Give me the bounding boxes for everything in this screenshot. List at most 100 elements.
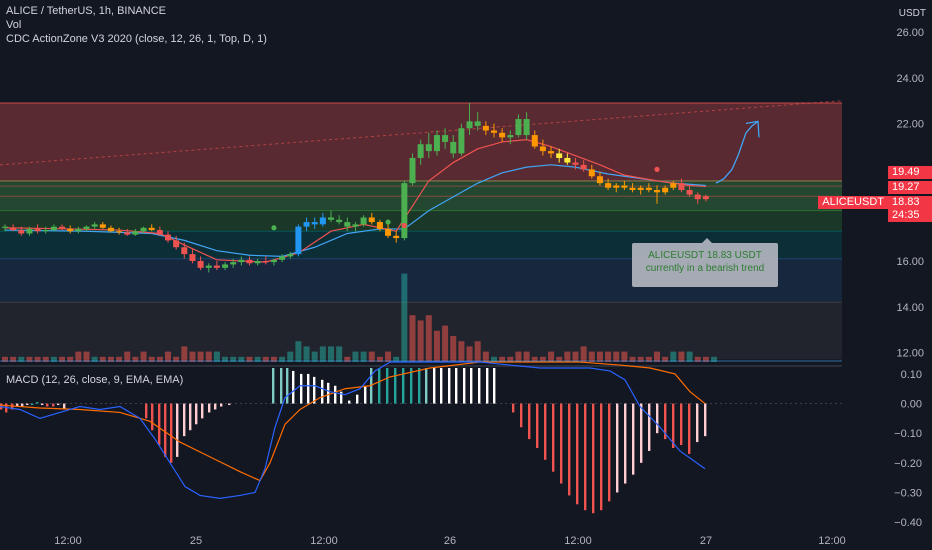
- zone-band-2: [0, 210, 842, 232]
- macd-tick-1: 0.00: [901, 399, 922, 411]
- volume-bar-41: [336, 346, 343, 362]
- volume-bar-83: [678, 351, 685, 362]
- candle-body-71: [580, 164, 587, 170]
- macd-histogram-bar-30: [292, 370, 295, 404]
- macd-histogram-bar-8: [41, 403, 44, 406]
- volume-bar-55: [450, 336, 457, 362]
- volume-bar-8: [67, 356, 74, 362]
- macd-histogram-bar-37: [340, 391, 343, 404]
- candle-body-69: [564, 157, 571, 163]
- volume-bar-58: [474, 341, 481, 362]
- candle-body-25: [205, 265, 212, 268]
- candle-body-73: [596, 176, 603, 184]
- macd-histogram-bar-5: [26, 403, 29, 406]
- volume-bar-22: [181, 346, 188, 362]
- time-tick-6: 12:00: [818, 535, 846, 547]
- volume-bar-23: [189, 351, 196, 362]
- candle-body-65: [531, 135, 538, 147]
- candle-body-18: [148, 227, 155, 231]
- macd-histogram-bar-21: [195, 403, 198, 425]
- projection-arrowhead: [745, 120, 760, 138]
- candle-body-66: [539, 146, 546, 152]
- candle-body-7: [59, 226, 66, 229]
- candle-body-6: [50, 226, 57, 231]
- macd-tick-0: 0.10: [901, 369, 922, 381]
- volume-bar-31: [254, 356, 261, 362]
- volume-bar-82: [670, 351, 677, 362]
- macd-histogram-bar-47: [418, 368, 421, 404]
- price-badge-upper-b: 19.27: [888, 181, 932, 194]
- price-tick-7: 12.00: [896, 348, 924, 360]
- macd-tick-5: −0.40: [894, 517, 922, 529]
- macd-histogram-bar-53: [463, 368, 466, 404]
- macd-histogram-bar-57: [493, 368, 496, 404]
- candle-body-83: [678, 183, 685, 191]
- volume-bar-44: [360, 351, 367, 362]
- volume-bar-36: [295, 341, 302, 362]
- macd-histogram-bar-4: [21, 403, 24, 407]
- volume-bar-12: [99, 356, 106, 362]
- candle-body-38: [311, 222, 318, 225]
- volume-bar-39: [319, 346, 326, 362]
- volume-bar-7: [59, 356, 66, 362]
- macd-histogram-bar-66: [576, 403, 579, 505]
- macd-histogram-bar-80: [688, 403, 691, 454]
- candle-body-28: [230, 262, 237, 265]
- candle-body-67: [548, 151, 555, 154]
- candle-body-40: [328, 217, 334, 220]
- volume-bar-43: [352, 351, 359, 362]
- volume-bar-80: [654, 351, 660, 362]
- candle-body-64: [523, 119, 530, 136]
- candle-body-61: [499, 132, 506, 138]
- macd-histogram-bar-7: [36, 402, 39, 404]
- volume-legend[interactable]: Vol: [6, 19, 22, 31]
- candle-body-26: [213, 265, 220, 268]
- volume-bar-38: [311, 351, 318, 362]
- macd-histogram-bar-70: [608, 403, 611, 502]
- candle-body-43: [352, 224, 359, 227]
- candle-body-74: [605, 183, 612, 188]
- volume-bar-65: [531, 356, 538, 362]
- macd-histogram-bar-40: [364, 385, 367, 404]
- candle-body-76: [621, 185, 628, 188]
- volume-bar-57: [466, 346, 473, 362]
- candle-body-17: [140, 227, 147, 232]
- candle-body-52: [425, 144, 432, 152]
- price-tick-6: 14.00: [896, 302, 924, 314]
- macd-histogram-bar-29: [286, 368, 289, 404]
- volume-bar-17: [140, 351, 147, 362]
- macd-histogram-bar-49: [433, 368, 436, 404]
- candle-body-85: [694, 194, 701, 200]
- macd-histogram-bar-78: [672, 403, 675, 448]
- trend-callout[interactable]: ALICEUSDT 18.83 USDT currently in a bear…: [632, 238, 778, 287]
- time-tick-3: 26: [444, 535, 456, 547]
- candle-body-13: [107, 227, 114, 232]
- macd-histogram-bar-56: [486, 368, 489, 404]
- candle-body-33: [270, 259, 277, 263]
- volume-bar-35: [287, 351, 294, 362]
- macd-histogram-bar-68: [592, 403, 595, 514]
- candle-body-41: [336, 219, 343, 223]
- candle-body-63: [515, 119, 522, 136]
- candle-body-22: [181, 247, 188, 255]
- symbol-legend[interactable]: ALICE / TetherUS, 1h, BINANCE: [6, 5, 166, 17]
- price-axis-currency: USDT: [899, 8, 926, 19]
- volume-bar-49: [401, 273, 408, 362]
- volume-bar-50: [409, 315, 416, 362]
- volume-bar-18: [148, 356, 155, 362]
- volume-bar-20: [165, 351, 171, 362]
- macd-histogram-bar-63: [552, 403, 555, 472]
- candle-body-56: [458, 128, 465, 154]
- macd-histogram-bar-18: [176, 403, 179, 457]
- candle-body-5: [42, 230, 49, 232]
- indicator-legend[interactable]: CDC ActionZone V3 2020 (close, 12, 26, 1…: [6, 33, 267, 45]
- macd-histogram-bar-11: [57, 403, 60, 406]
- volume-bar-63: [515, 351, 522, 362]
- macd-histogram-bar-67: [584, 403, 587, 511]
- price-tick-0: 26.00: [896, 27, 924, 39]
- volume-bar-14: [116, 356, 123, 362]
- macd-legend[interactable]: MACD (12, 26, close, 9, EMA, EMA): [6, 374, 184, 386]
- candle-body-27: [222, 264, 229, 268]
